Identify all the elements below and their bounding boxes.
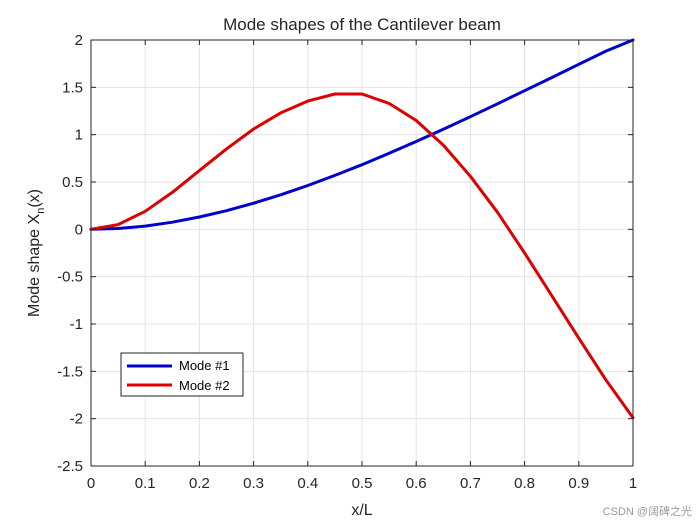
y-tick-label: 0 bbox=[75, 221, 83, 238]
x-tick-label: 0.2 bbox=[189, 475, 210, 492]
legend-box bbox=[120, 352, 244, 397]
y-tick-label: -1 bbox=[70, 316, 83, 333]
y-tick-label: 0.5 bbox=[62, 174, 83, 191]
x-tick-label: 0.4 bbox=[297, 475, 318, 492]
x-tick-label: 0.6 bbox=[406, 475, 427, 492]
x-tick-label: 1 bbox=[629, 475, 637, 492]
y-tick-label: 1.5 bbox=[62, 79, 83, 96]
x-tick-label: 0.5 bbox=[352, 475, 373, 492]
x-axis-label: x/L bbox=[351, 502, 372, 519]
legend-label-mode-2: Mode #2 bbox=[179, 378, 230, 393]
legend: Mode #1 Mode #2 bbox=[120, 352, 244, 397]
y-axis-label-subscript: n bbox=[35, 208, 47, 214]
x-tick-label: 0.3 bbox=[243, 475, 264, 492]
x-tick-label: 0.7 bbox=[460, 475, 481, 492]
y-axis-label-tail: (x) bbox=[26, 189, 43, 208]
x-tick-label: 0.8 bbox=[514, 475, 535, 492]
ticks: 0 0.1 0.2 0.3 0.4 0.5 0.6 0.7 0.8 0.9 1 -2.5 -2 -1.5 -… bbox=[57, 32, 637, 492]
legend-label-mode-1: Mode #1 bbox=[179, 358, 230, 373]
series-layer bbox=[89, 38, 635, 420]
y-tick-label: 1 bbox=[75, 127, 83, 144]
y-axis-label-main: Mode shape X bbox=[26, 213, 43, 317]
series-line-mode-1 bbox=[89, 38, 635, 231]
y-tick-label: 2 bbox=[75, 32, 83, 49]
y-tick-label: -2.5 bbox=[57, 458, 83, 475]
y-axis-label: Mode shape Xn(x) bbox=[26, 189, 47, 317]
series-line-mode-2 bbox=[89, 92, 635, 420]
chart-title: Mode shapes of the Cantilever beam bbox=[223, 15, 501, 34]
y-tick-label: -2 bbox=[70, 411, 83, 428]
y-tick-label: -0.5 bbox=[57, 269, 83, 286]
x-tick-label: 0 bbox=[87, 475, 95, 492]
x-tick-label: 0.9 bbox=[568, 475, 589, 492]
watermark-text: CSDN @阔碑之光 bbox=[603, 504, 692, 518]
y-tick-label: -1.5 bbox=[57, 363, 83, 380]
x-tick-label: 0.1 bbox=[135, 475, 156, 492]
